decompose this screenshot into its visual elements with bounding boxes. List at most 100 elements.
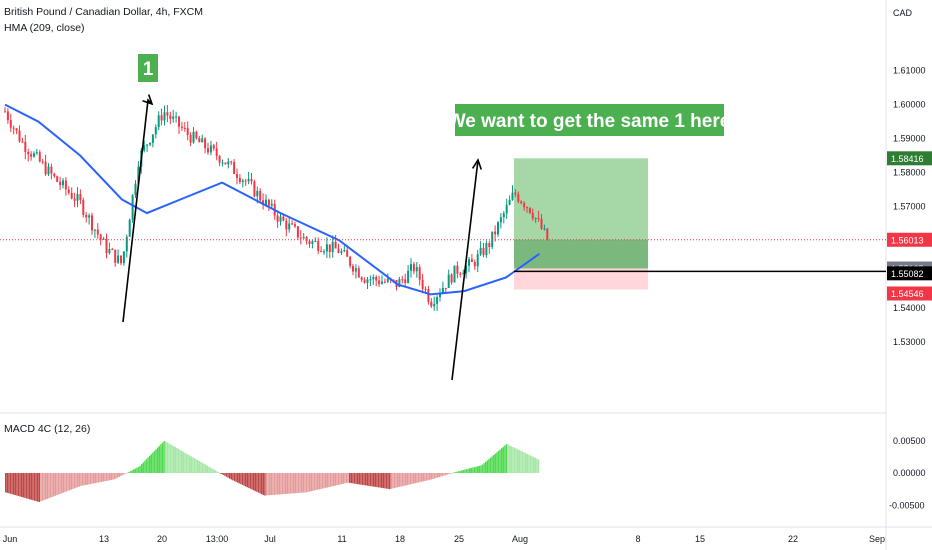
macd-bar	[411, 473, 413, 484]
candle-body	[357, 268, 360, 278]
candle-body	[192, 131, 195, 143]
candle-body	[407, 270, 410, 283]
candle-body	[250, 178, 253, 182]
candle-body	[288, 223, 291, 230]
macd-bar	[141, 464, 143, 473]
candle-body	[517, 194, 520, 202]
candle-body	[117, 255, 120, 263]
macd-bar	[129, 471, 132, 473]
macd-bar	[505, 444, 508, 473]
candle-body	[531, 212, 534, 219]
macd-bar	[270, 473, 272, 496]
macd-tick: -0.00500	[889, 500, 925, 510]
macd-bar	[419, 473, 421, 483]
macd-tick: 0.00500	[893, 436, 926, 446]
candle-body	[166, 112, 169, 116]
macd-bar	[400, 473, 402, 487]
macd-bar	[136, 467, 138, 473]
candle-body	[285, 220, 288, 230]
macd-bar	[16, 473, 18, 496]
macd-bar	[72, 473, 74, 489]
macd-axis: 0.00500 0.00000 -0.00500	[889, 436, 926, 511]
macd-bar	[301, 473, 303, 493]
macd-bar	[189, 455, 191, 473]
macd-bar	[77, 473, 79, 488]
macd-bar	[323, 473, 325, 489]
macd-bar	[67, 473, 69, 491]
time-tick: 25	[454, 534, 464, 544]
macd-bar	[214, 470, 216, 473]
candle-body	[172, 116, 175, 119]
macd-bar	[177, 448, 180, 473]
macd-bar	[213, 469, 215, 473]
candle-body	[441, 287, 444, 294]
macd-bar	[462, 469, 464, 473]
macd-bar	[8, 473, 10, 494]
candle-body	[476, 254, 479, 267]
candle-body	[178, 116, 180, 127]
candle-body	[381, 281, 383, 284]
macd-bar	[264, 473, 266, 496]
macd-bar	[115, 473, 117, 479]
macd-bar	[277, 473, 279, 495]
macd-bar	[275, 473, 277, 495]
macd-bar	[45, 473, 47, 500]
candle-body	[430, 301, 433, 307]
macd-bar	[158, 445, 160, 473]
macd-bar	[435, 473, 437, 479]
macd-bar	[19, 473, 21, 497]
wave-label-box	[138, 54, 158, 82]
candle-body	[317, 240, 320, 251]
macd-bar	[257, 473, 260, 493]
time-tick: 20	[157, 534, 167, 544]
macd-bar	[179, 449, 181, 473]
candle-body	[479, 247, 482, 255]
macd-bar	[363, 473, 365, 486]
macd-bar	[494, 453, 496, 473]
macd-bar	[43, 473, 45, 501]
macd-bar	[253, 473, 255, 491]
candle-body	[21, 141, 24, 143]
macd-bar	[241, 473, 244, 485]
candle-body	[218, 156, 221, 163]
macd-bar	[267, 473, 269, 496]
macd-bar	[13, 473, 15, 495]
time-tick: Jul	[264, 534, 276, 544]
macd-bar	[21, 473, 23, 497]
macd-bar	[443, 473, 445, 476]
candle-body	[511, 192, 514, 200]
candle-body	[421, 279, 424, 289]
candle-body	[349, 256, 352, 266]
macd-bar	[64, 473, 66, 493]
macd-bar	[389, 473, 391, 490]
candle-body	[50, 166, 53, 174]
macd-bar	[429, 473, 431, 480]
candle-body	[526, 207, 528, 209]
target-arrow-head	[471, 158, 483, 170]
macd-bar	[510, 446, 512, 473]
candle-body	[323, 251, 325, 253]
macd-bar	[107, 473, 109, 481]
macd-bar	[281, 473, 284, 495]
macd-bar	[99, 473, 101, 483]
macd-bar	[171, 445, 173, 473]
macd-bar	[486, 460, 488, 473]
macd-bar	[453, 472, 455, 474]
macd-bar	[261, 473, 263, 495]
macd-bar	[366, 473, 368, 486]
macd-bar	[174, 447, 176, 473]
candle-body	[238, 178, 241, 183]
candle-body	[236, 173, 238, 179]
macd-bar	[278, 473, 280, 495]
candle-body	[227, 161, 230, 165]
candle-body	[4, 111, 6, 113]
candle-body	[224, 162, 227, 165]
macd-bar	[197, 460, 199, 473]
macd-bar	[464, 469, 466, 473]
position-tool[interactable]	[514, 158, 648, 290]
macd-bar	[393, 473, 396, 489]
macd-bar	[385, 473, 388, 489]
price-tick: 1.61000	[893, 66, 926, 76]
macd-bar	[14, 473, 16, 496]
